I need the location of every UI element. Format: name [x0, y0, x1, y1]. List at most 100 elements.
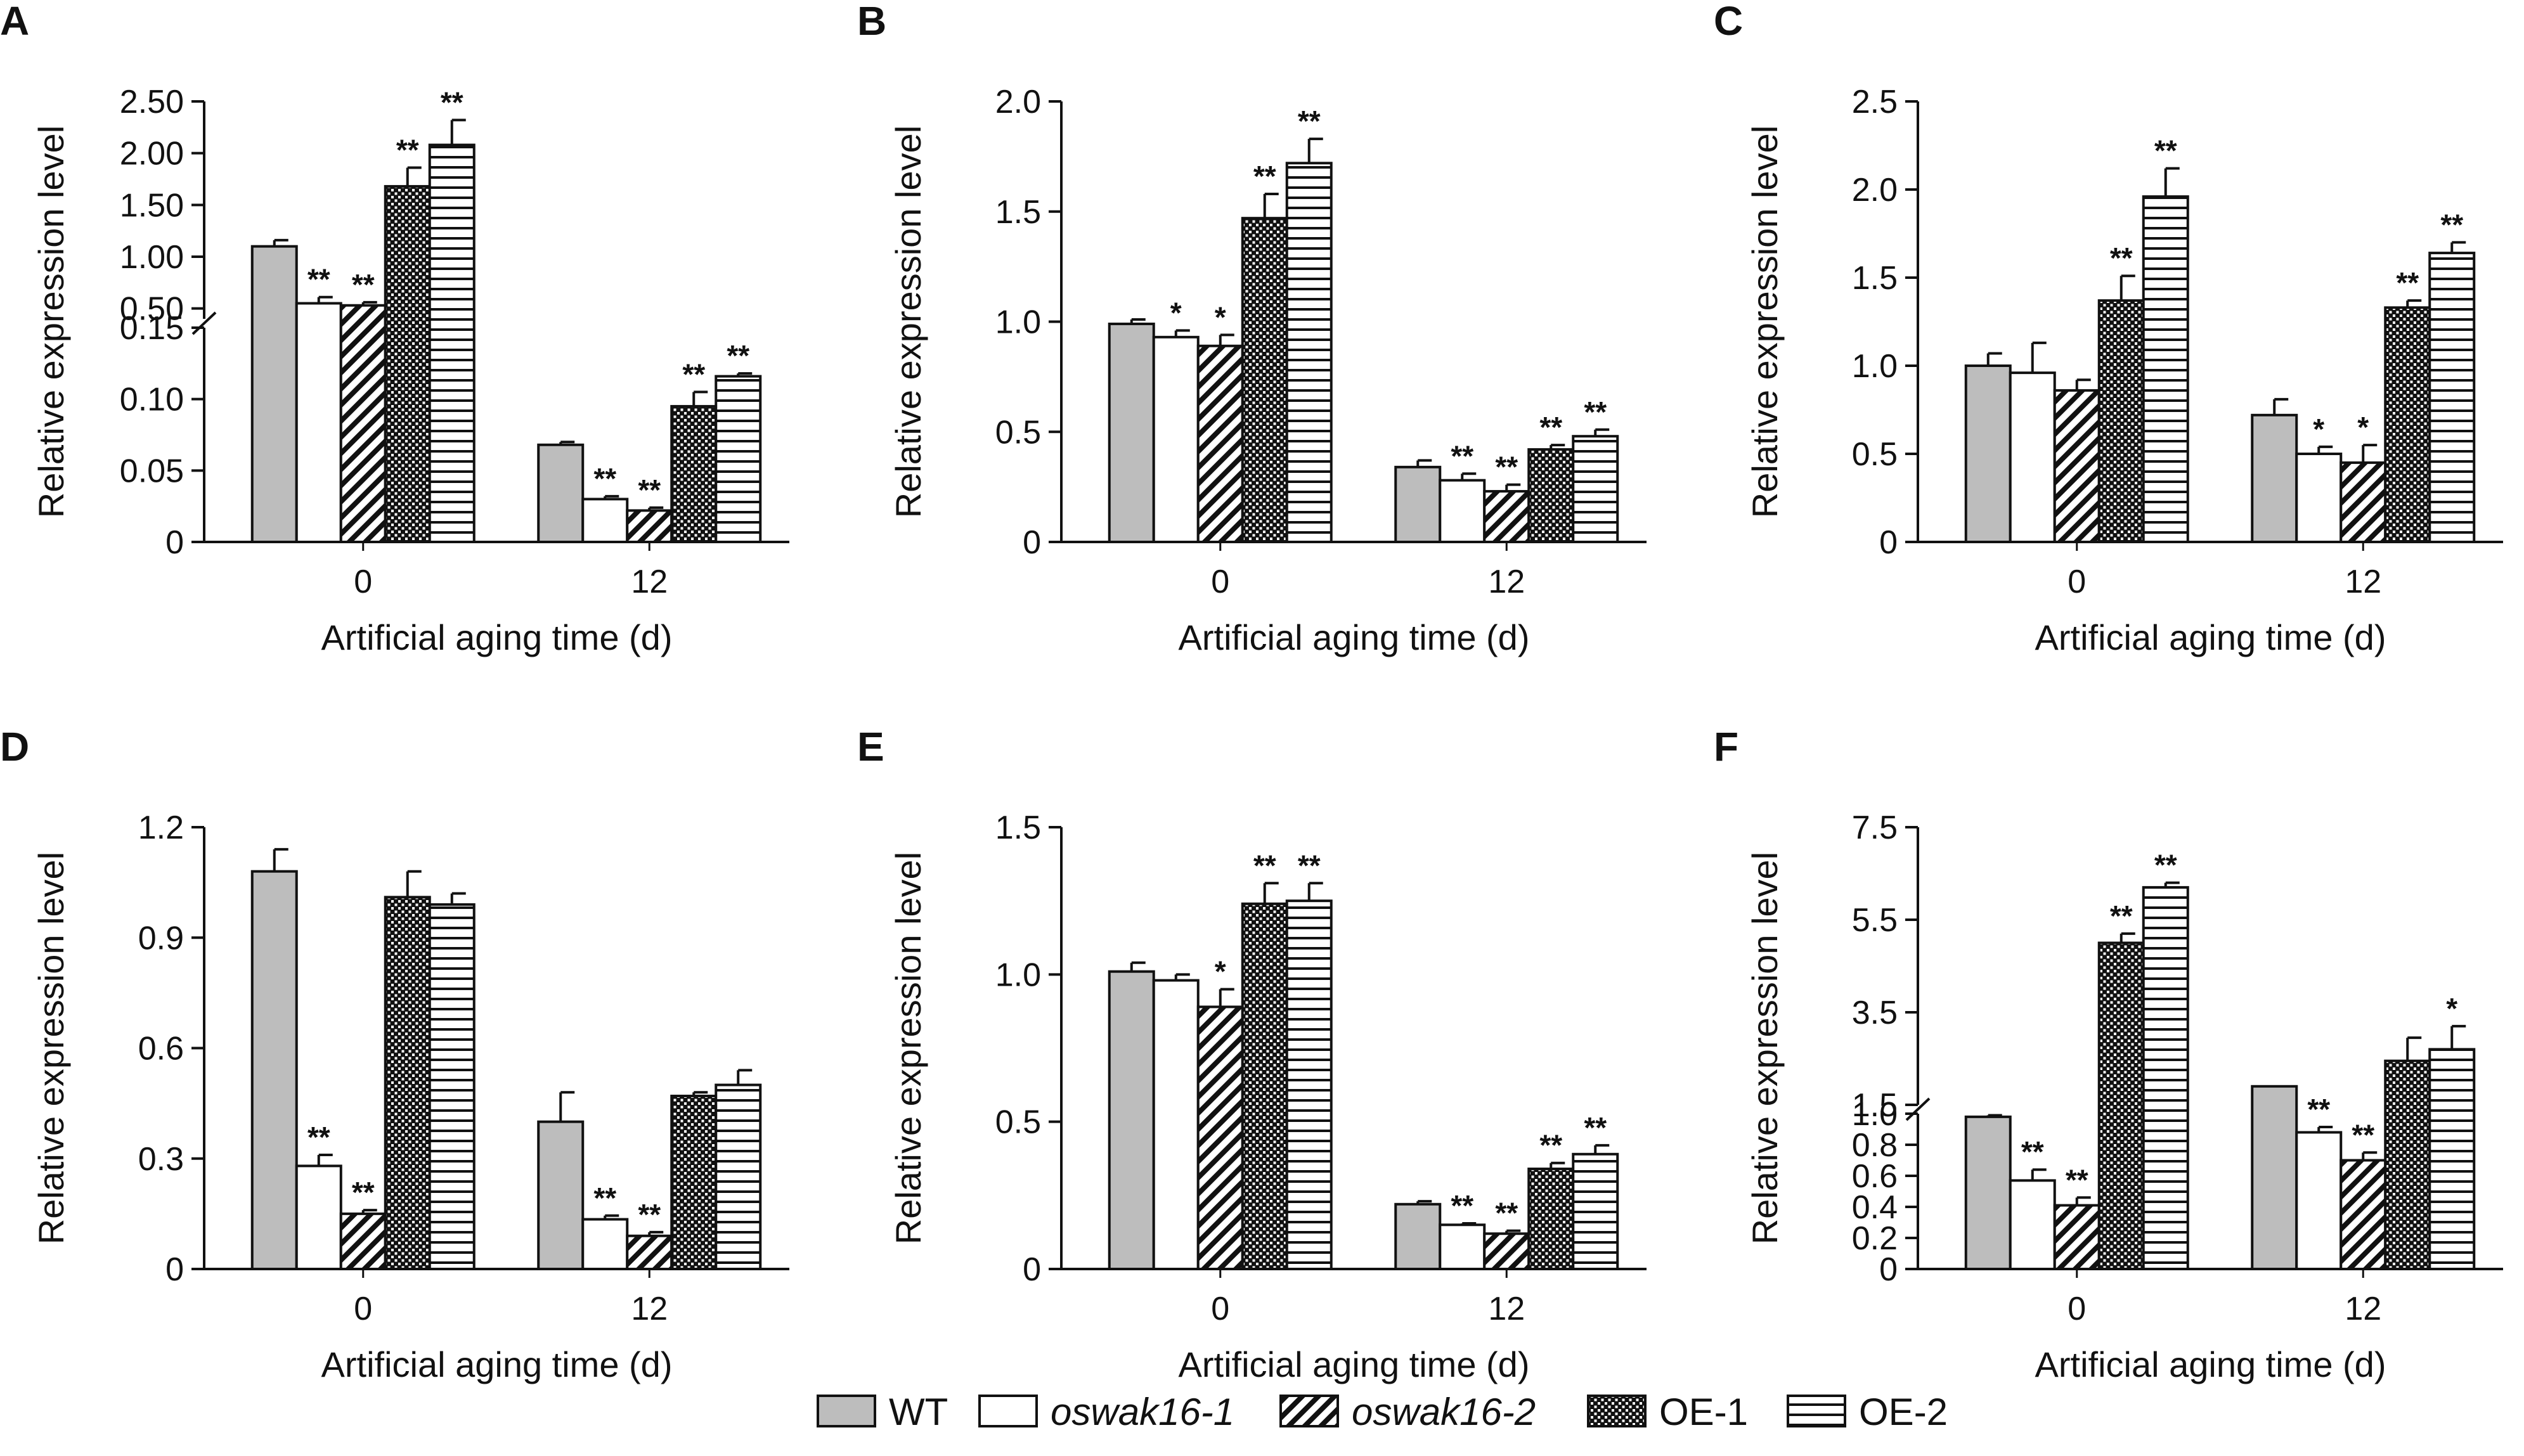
y-tick-label: 0.2 [1852, 1220, 1898, 1257]
chart-panel-c: C00.51.01.52.02.50****12* *****Artificial… [1714, 0, 2503, 657]
bar-oe-1 [670, 1095, 718, 1270]
x-axis-title: Artificial aging time (d) [2035, 1344, 2386, 1384]
significance-label: ** [1584, 396, 1607, 428]
y-axis-title: Relative expression level [31, 126, 71, 518]
x-tick-label: 0 [354, 1291, 372, 1327]
y-tick-label: 1.50 [120, 187, 184, 224]
bar-oswak16-1 [1152, 979, 1200, 1271]
significance-label: ** [1584, 1111, 1607, 1144]
y-tick-label: 0.3 [138, 1141, 184, 1178]
y-tick-label: 1.0 [1852, 1096, 1898, 1133]
significance-label: ** [2440, 208, 2463, 241]
bar-wt [537, 1120, 585, 1270]
significance-label: ** [1451, 439, 1473, 472]
bar-oswak16-1 [2295, 453, 2343, 543]
x-tick-label: 0 [1211, 1291, 1229, 1327]
legend-swatch-oe-2 [1787, 1395, 1846, 1427]
legend: WT oswak16-1 oswak16-2 OE-1 OE-2 [817, 1391, 1948, 1433]
y-tick-label: 0 [1879, 1251, 1898, 1288]
x-tick-label: 12 [2345, 1291, 2381, 1327]
significance-label: ** [1495, 1197, 1518, 1230]
bar-oe-2 [1285, 162, 1333, 543]
significance-label: ** [352, 268, 375, 301]
bar-wt [1108, 322, 1155, 543]
bar-wt [1964, 364, 2012, 543]
bar-oswak16-2 [2340, 461, 2387, 544]
bar-oswak16-2 [2340, 1159, 2387, 1270]
y-axis-title: Relative expression level [1745, 852, 1785, 1244]
chart-panel-e: E00.51.01.50*** **12** ******Artificial ag… [857, 724, 1647, 1384]
bar-oswak16-1 [2295, 1131, 2343, 1271]
chart-panel-b: B00.51.01.52.00* *****12** **** **Artificia… [857, 0, 1647, 657]
bar-oe-1 [1241, 902, 1288, 1270]
y-tick-label: 0.15 [120, 310, 184, 347]
bar-wt [250, 870, 298, 1270]
bar-oswak16-1 [1439, 479, 1486, 544]
y-tick-label: 0.50 [120, 291, 184, 328]
bar-oe-2 [428, 903, 476, 1270]
significance-label: * [1215, 955, 1226, 988]
bar-oswak16-1 [581, 498, 629, 544]
bar-oe-1 [2097, 299, 2145, 543]
bar-wt [1394, 465, 1442, 543]
significance-label: ** [396, 134, 419, 167]
y-axis-title: Relative expression level [888, 126, 928, 518]
chart-panel-d: D 0 0.3 0.6 0.9 1.2 0 ** ** 12 ** ** Artificial agin… [0, 724, 789, 1384]
bar-oe-1 [384, 896, 431, 1270]
bar-wt [250, 245, 298, 543]
y-tick-label: 0 [165, 524, 184, 561]
bar-oe-1 [384, 184, 431, 543]
significance-label: ** [593, 462, 616, 495]
significance-label: ** [2110, 899, 2133, 932]
significance-label: ** [1298, 105, 1321, 138]
significance-label: ** [2154, 849, 2177, 882]
bar-wt [2251, 413, 2298, 544]
significance-label: ** [1253, 849, 1276, 882]
y-axis-title: Relative expression level [31, 852, 71, 1244]
y-tick-label: 2.00 [120, 136, 184, 172]
significance-label: ** [1495, 451, 1518, 484]
legend-label: oswak16-2 [1352, 1391, 1536, 1433]
bar-wt [537, 443, 585, 543]
significance-label: ** [1451, 1189, 1473, 1222]
y-tick-label: 1.0 [995, 957, 1041, 993]
panel-letter: F [1714, 724, 1738, 770]
y-tick-label: 1.00 [120, 239, 184, 276]
y-tick-label: 0 [1879, 524, 1898, 561]
bar-oswak16-1 [295, 1164, 342, 1271]
y-tick-label: 0.9 [138, 920, 184, 957]
bar-oe-1 [2097, 941, 2145, 1270]
significance-label: ** [2154, 134, 2177, 167]
chart-panel-a: A 0 0.05 0.10 0.150.50 1.00 1.50 2.00 2.50 0 ** ** *… [0, 0, 789, 657]
significance-label: ** [593, 1182, 616, 1214]
y-tick-label: 1.5 [1852, 1087, 1898, 1124]
bar-oswak16-1 [581, 1218, 629, 1271]
significance-label: ** [727, 339, 749, 372]
bar-oe-1 [1241, 217, 1288, 543]
y-tick-label: 0 [165, 1251, 184, 1288]
significance-label: * [1170, 296, 1182, 329]
bar-oswak16-1 [1439, 1223, 1486, 1271]
panel-letter: B [857, 0, 886, 44]
y-tick-label: 0.6 [138, 1031, 184, 1067]
bar-wt [1964, 1115, 2012, 1271]
y-tick-label: 1.5 [995, 809, 1041, 846]
y-tick-label: 1.2 [138, 809, 184, 846]
legend-swatch-oe-1 [1587, 1395, 1647, 1427]
y-axis-title: Relative expression level [888, 852, 928, 1244]
significance-label: ** [2307, 1093, 2330, 1126]
axis-break-mark [191, 311, 217, 335]
y-tick-label: 0.4 [1852, 1189, 1898, 1226]
y-tick-label: 0.5 [995, 414, 1041, 451]
bar-oswak16-2 [339, 1212, 387, 1270]
bar-oe-1 [2384, 1059, 2431, 1271]
x-tick-label: 12 [1488, 1291, 1525, 1327]
bar-oe-2 [2142, 886, 2189, 1270]
y-axis-title: Relative expression level [1745, 126, 1785, 518]
y-tick-label: 0.5 [1852, 436, 1898, 473]
x-axis-title: Artificial aging time (d) [1179, 1344, 1530, 1384]
significance-label: ** [307, 263, 330, 296]
legend-label: WT [889, 1391, 948, 1433]
y-tick-label: 0 [1023, 524, 1041, 561]
y-tick-label: 0.10 [120, 382, 184, 418]
